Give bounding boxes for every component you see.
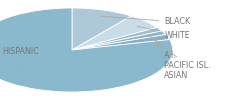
- Wedge shape: [72, 34, 170, 50]
- Wedge shape: [72, 8, 131, 50]
- Text: BLACK: BLACK: [101, 16, 191, 26]
- Text: A.I.: A.I.: [148, 34, 177, 60]
- Text: WHITE: WHITE: [137, 26, 190, 40]
- Text: HISPANIC: HISPANIC: [2, 48, 39, 74]
- Wedge shape: [0, 8, 173, 92]
- Text: ASIAN: ASIAN: [155, 41, 189, 80]
- Wedge shape: [72, 16, 157, 50]
- Wedge shape: [72, 28, 162, 50]
- Text: PACIFIC ISL.: PACIFIC ISL.: [152, 37, 211, 70]
- Wedge shape: [72, 31, 166, 50]
